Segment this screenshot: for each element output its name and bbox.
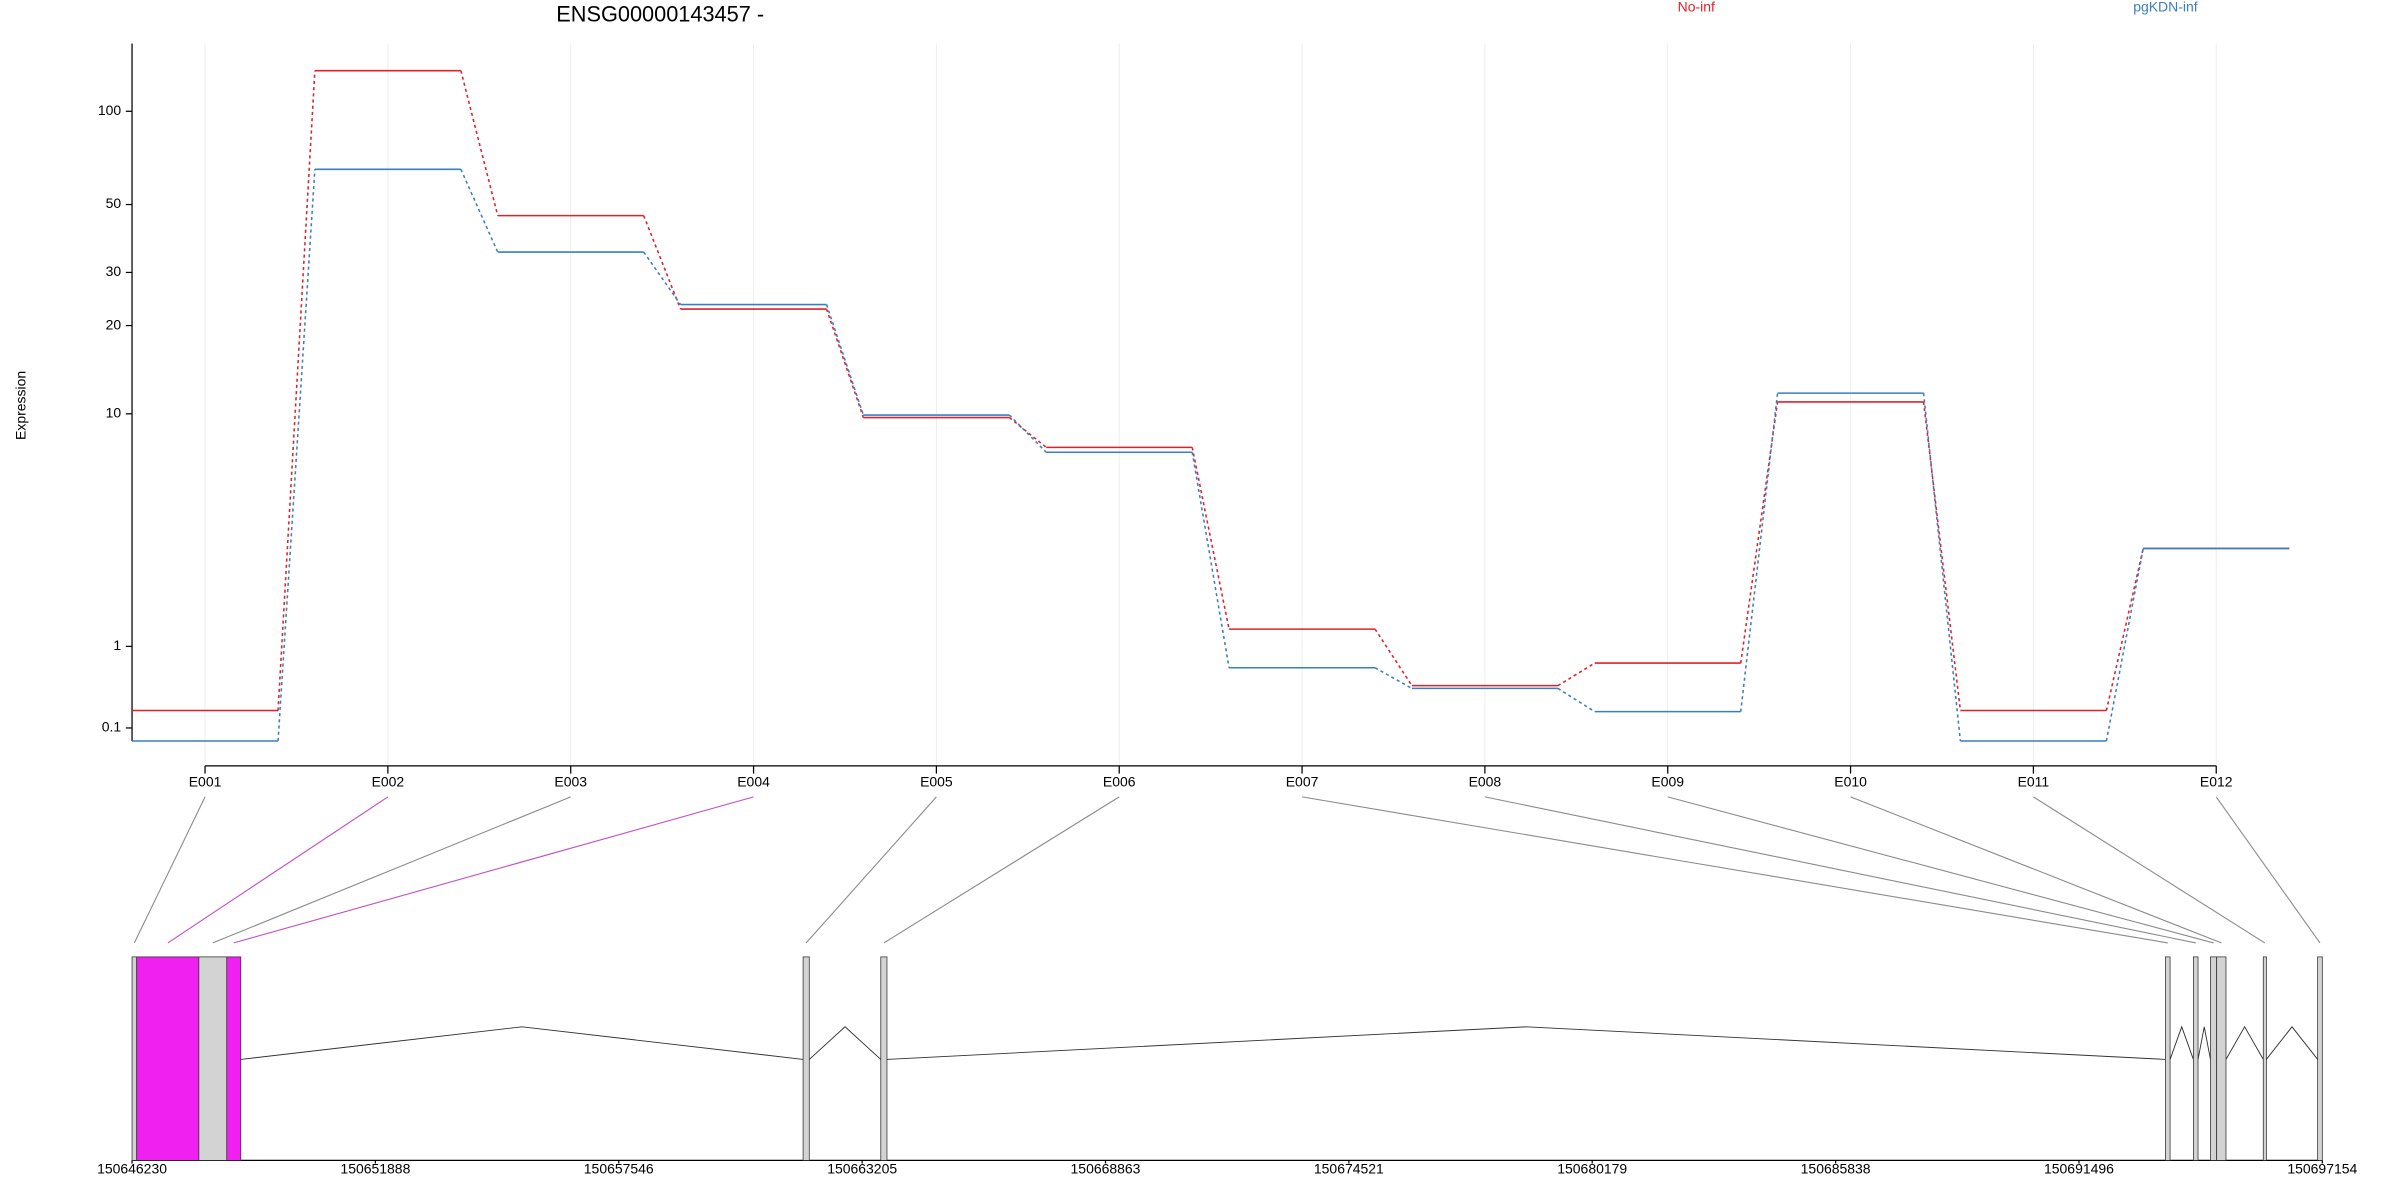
exon-connector — [883, 796, 1120, 944]
transition — [460, 169, 499, 253]
exon — [2216, 956, 2227, 1161]
legend-entry: pgKDN-inf — [2133, 0, 2198, 14]
transition — [825, 304, 865, 416]
exon — [802, 956, 810, 1161]
x-tick-label: E003 — [554, 774, 587, 790]
intron — [240, 1026, 804, 1060]
exon-connector — [2215, 796, 2321, 944]
transition — [1008, 414, 1047, 453]
y-tick-label: 30 — [106, 263, 122, 279]
transition — [1191, 447, 1230, 630]
exon — [136, 956, 200, 1161]
genome-tick-label: 150646230 — [97, 1160, 167, 1176]
exon — [226, 956, 242, 1161]
x-tick-label: E009 — [1651, 774, 1684, 790]
transition — [2105, 548, 2144, 742]
exon-connector — [233, 796, 754, 944]
transition — [277, 169, 316, 742]
x-tick-label: E005 — [920, 774, 953, 790]
exon-connector — [133, 796, 206, 944]
transition — [1191, 452, 1230, 668]
genome-tick-label: 150685838 — [1801, 1160, 1871, 1176]
x-tick-label: E010 — [1834, 774, 1867, 790]
transition — [1008, 416, 1047, 448]
genome-tick-label: 150663205 — [827, 1160, 897, 1176]
transition — [277, 70, 316, 711]
intron — [2169, 1025, 2194, 1060]
x-tick-label: E002 — [372, 774, 405, 790]
intron — [808, 1026, 882, 1060]
transition — [2105, 548, 2144, 711]
transition — [1922, 393, 1962, 742]
intron — [2225, 1025, 2264, 1060]
genome-tick-label: 150657546 — [584, 1160, 654, 1176]
genome-tick-label: 150697154 — [2287, 1160, 2357, 1176]
y-tick-label: 100 — [98, 102, 122, 118]
transition — [643, 215, 682, 310]
transition — [460, 70, 499, 216]
intron — [2266, 1026, 2319, 1060]
exon — [2262, 956, 2267, 1161]
x-tick-label: E006 — [1103, 774, 1136, 790]
transition — [1922, 401, 1962, 711]
y-tick-label: 1 — [113, 637, 121, 653]
x-tick-label: E012 — [2200, 774, 2233, 790]
x-tick-label: E001 — [189, 774, 222, 790]
y-tick-label: 50 — [106, 195, 122, 211]
y-axis-label: Expression — [12, 371, 28, 440]
exon-connector — [805, 796, 937, 944]
exon — [2317, 956, 2323, 1161]
genome-tick-label: 150691496 — [2044, 1160, 2114, 1176]
transition — [1374, 667, 1413, 690]
y-tick-label: 0.1 — [102, 719, 122, 735]
transition — [643, 251, 682, 305]
legend-entry: No-inf — [1678, 0, 1715, 14]
transition — [825, 308, 865, 418]
x-tick-label: E008 — [1469, 774, 1502, 790]
transition — [1739, 401, 1779, 664]
genome-tick-label: 150651888 — [340, 1160, 410, 1176]
exon-connector — [167, 796, 389, 944]
exon-connector — [1667, 796, 2214, 944]
x-tick-label: E007 — [1286, 774, 1319, 790]
exon-connector — [1301, 796, 2168, 944]
exon-connector — [2033, 796, 2266, 944]
exon — [131, 956, 138, 1161]
chart-title: ENSG00000143457 - — [556, 1, 764, 26]
exon — [2192, 956, 2199, 1161]
exon-connector — [1484, 796, 2196, 944]
x-tick-label: E011 — [2018, 774, 2050, 790]
genome-tick-label: 150668863 — [1071, 1160, 1141, 1176]
y-tick-label: 10 — [106, 404, 122, 420]
exon — [2165, 956, 2171, 1161]
exon-connector — [1850, 796, 2222, 944]
exon — [880, 956, 888, 1161]
x-tick-label: E004 — [737, 774, 770, 790]
genome-tick-label: 150680179 — [1557, 1160, 1627, 1176]
intron — [2197, 1026, 2211, 1060]
exon-connector — [212, 796, 571, 944]
y-tick-label: 20 — [106, 316, 122, 332]
exon — [198, 956, 228, 1161]
transition — [1557, 687, 1596, 713]
genome-tick-label: 150674521 — [1314, 1160, 1384, 1176]
transition — [1374, 628, 1413, 687]
intron — [886, 1026, 2166, 1060]
transition — [1557, 662, 1596, 687]
exon — [2210, 956, 2218, 1161]
